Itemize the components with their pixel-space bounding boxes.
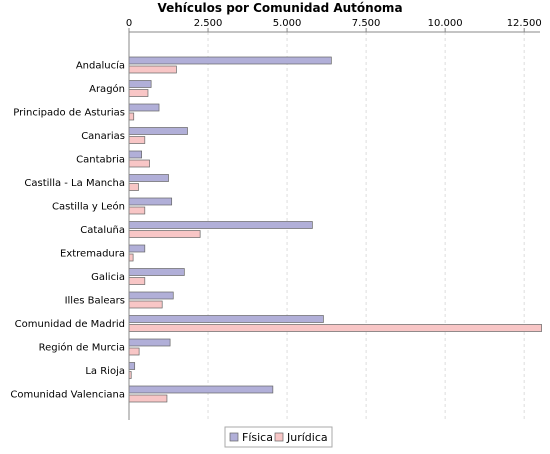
tick-label: 5.000	[273, 18, 302, 29]
bar-juridica	[128, 65, 177, 74]
tick-label: 10.000	[428, 18, 463, 29]
category-label: La Rioja	[85, 366, 125, 377]
chart-title: Vehículos por Comunidad Autónoma	[157, 1, 402, 15]
bar-fisica	[128, 244, 146, 253]
category-labels: Andalucía Aragón Principado de Asturias Can…	[10, 60, 125, 401]
category-label: Comunidad de Madrid	[15, 319, 125, 330]
bar-fisica	[128, 174, 169, 182]
bar-juridica	[128, 324, 542, 332]
category-label: Principado de Asturias	[13, 108, 125, 119]
tick-label: 7.500	[352, 18, 381, 29]
category-label: Castilla - La Mancha	[24, 178, 125, 189]
bar-fisica	[128, 150, 142, 159]
bar-fisica	[128, 268, 185, 276]
bar-juridica	[128, 89, 149, 97]
legend-label: Física	[242, 431, 273, 444]
bar-juridica	[128, 112, 135, 121]
bar-fisica	[128, 338, 171, 347]
bar-fisica	[128, 127, 188, 135]
legend-swatch	[229, 432, 239, 442]
bar-juridica	[128, 159, 150, 168]
bar-juridica	[128, 277, 146, 285]
category-label: Castilla y León	[52, 201, 125, 213]
tick-label: 12.500	[507, 18, 542, 29]
legend-swatch	[274, 432, 284, 442]
x-axis-ticks: 0 2.500 5.000 7.500 10.000 12.500	[126, 18, 542, 32]
bar-fisica	[128, 80, 152, 88]
bar-fisica	[128, 315, 324, 323]
category-label: Cataluña	[80, 225, 125, 236]
category-label: Galicia	[91, 272, 125, 283]
bar-fisica	[128, 221, 313, 229]
bar-fisica	[128, 362, 136, 370]
category-label: Extremadura	[60, 249, 125, 260]
category-label: Cantabria	[76, 155, 125, 166]
bar-fisica	[128, 197, 173, 206]
bar-juridica	[128, 230, 201, 238]
bar-juridica	[128, 347, 140, 356]
category-label: Canarias	[81, 131, 125, 142]
bar-juridica	[128, 253, 134, 262]
legend-label: Jurídica	[286, 431, 328, 444]
category-label: Andalucía	[76, 60, 125, 72]
bar-juridica	[128, 394, 168, 403]
bar-juridica	[128, 300, 163, 309]
tick-label: 0	[126, 18, 132, 29]
category-label: Región de Murcia	[39, 342, 125, 354]
legend: Física Jurídica	[224, 426, 333, 448]
category-label: Illes Balears	[65, 296, 125, 307]
bar-fisica	[128, 385, 274, 394]
bar-juridica	[128, 183, 139, 191]
bar-juridica	[128, 206, 146, 215]
category-label: Comunidad Valenciana	[10, 390, 125, 401]
bar-juridica	[128, 136, 146, 144]
bar-fisica	[128, 56, 332, 65]
bars	[128, 56, 542, 403]
bar-fisica	[128, 291, 174, 300]
tick-label: 2.500	[194, 18, 223, 29]
bar-fisica	[128, 103, 160, 112]
category-label: Aragón	[89, 83, 125, 95]
